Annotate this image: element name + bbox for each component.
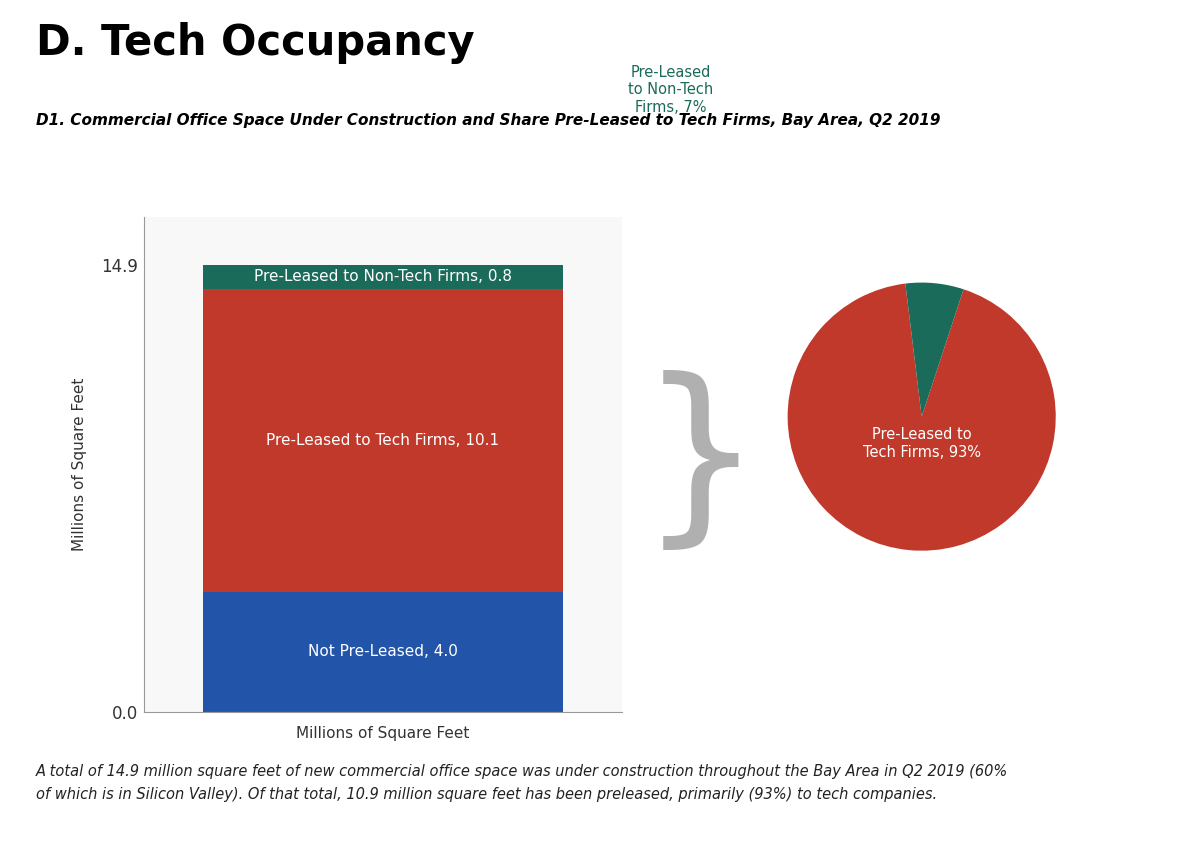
Wedge shape [905,283,964,417]
Wedge shape [788,284,1056,550]
Text: Not Pre-Leased, 4.0: Not Pre-Leased, 4.0 [308,644,458,660]
Text: Pre-Leased to
Tech Firms, 93%: Pre-Leased to Tech Firms, 93% [863,427,980,460]
Text: Pre-Leased to Tech Firms, 10.1: Pre-Leased to Tech Firms, 10.1 [267,433,499,448]
Bar [203,289,563,592]
Text: D1. Commercial Office Space Under Construction and Share Pre-Leased to Tech Firm: D1. Commercial Office Space Under Constr… [36,113,941,128]
Text: A total of 14.9 million square feet of new commercial office space was under con: A total of 14.9 million square feet of n… [36,764,1008,802]
Bar [203,592,563,712]
Text: }: } [639,371,762,558]
Text: Pre-Leased to Non-Tech Firms, 0.8: Pre-Leased to Non-Tech Firms, 0.8 [254,269,512,285]
Bar [203,265,563,289]
Text: Pre-Leased
to Non-Tech
Firms, 7%: Pre-Leased to Non-Tech Firms, 7% [627,65,713,115]
X-axis label: Millions of Square Feet: Millions of Square Feet [297,726,469,740]
Text: D. Tech Occupancy: D. Tech Occupancy [36,22,474,63]
Y-axis label: Millions of Square Feet: Millions of Square Feet [72,378,87,551]
